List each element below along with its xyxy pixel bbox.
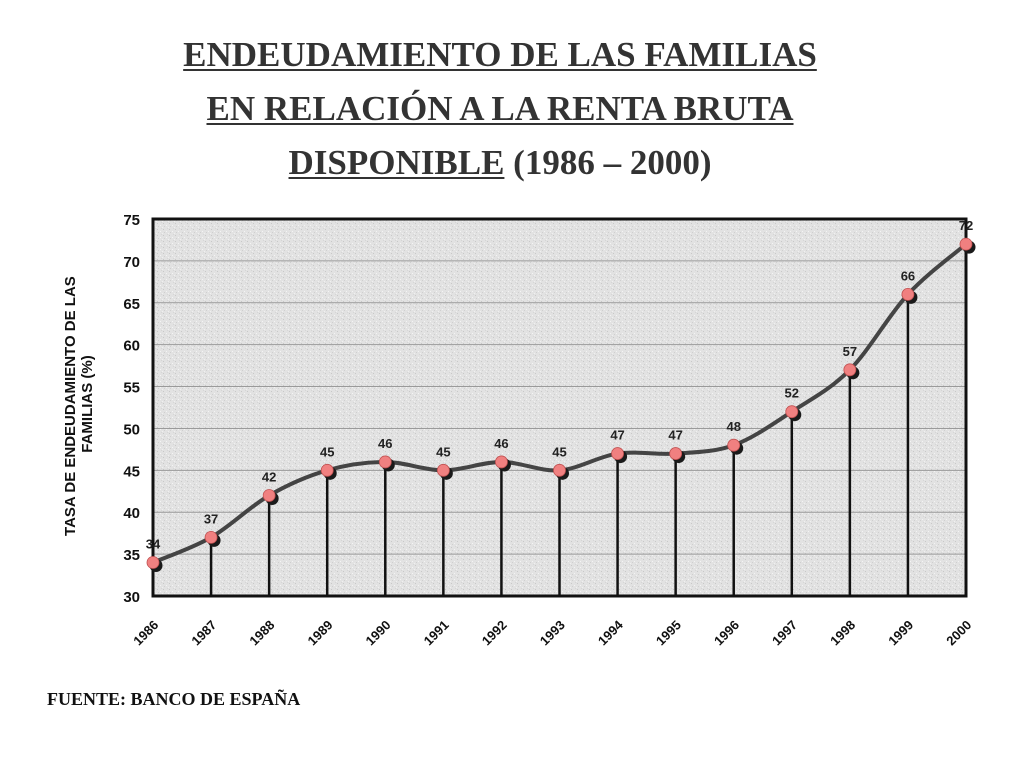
x-tick-label: 2000 [943, 617, 974, 648]
data-point [320, 463, 337, 480]
data-label: 34 [146, 536, 161, 551]
title-line-2: EN RELACIÓN A LA RENTA BRUTA [206, 89, 794, 128]
data-label: 47 [668, 428, 682, 443]
data-point [204, 530, 221, 547]
data-point-marker [204, 530, 218, 544]
data-point [669, 447, 686, 464]
data-point-marker [378, 455, 392, 469]
y-tick-label: 75 [123, 212, 140, 229]
data-point [553, 463, 569, 480]
data-point [785, 405, 802, 422]
x-tick-label: 1998 [827, 617, 858, 648]
data-point-marker [669, 447, 683, 460]
x-tick-label: 1992 [479, 617, 510, 648]
y-tick-label: 55 [123, 380, 140, 397]
x-tick-label: 1999 [885, 617, 916, 648]
data-point [436, 463, 453, 480]
data-label: 72 [959, 218, 973, 233]
y-tick-label: 30 [123, 589, 140, 606]
data-point-marker [262, 489, 276, 502]
y-tick-label: 40 [123, 505, 140, 522]
data-label: 48 [726, 419, 740, 434]
data-markers [146, 237, 976, 572]
data-point [611, 447, 628, 464]
y-tick-label: 50 [123, 421, 140, 438]
x-tick-label: 1990 [363, 617, 394, 648]
data-label: 52 [785, 386, 799, 401]
data-point [959, 237, 976, 254]
data-label: 46 [378, 436, 392, 451]
title-line-1: ENDEUDAMIENTO DE LAS FAMILIAS [183, 35, 817, 74]
x-tick-label: 1995 [653, 617, 684, 648]
y-tick-label: 60 [123, 338, 140, 355]
data-label: 42 [262, 469, 276, 484]
x-tick-label: 1987 [188, 617, 219, 648]
data-point [495, 455, 511, 472]
y-tick-label: 70 [123, 254, 140, 271]
y-axis-label-line-1: TASA DE ENDEUDAMIENTO DE LAS [62, 276, 79, 536]
y-axis-label: TASA DE ENDEUDAMIENTO DE LAS FAMILIAS (%… [62, 272, 96, 536]
data-point-marker [959, 237, 973, 251]
data-point [146, 556, 163, 572]
x-tick-label: 1988 [246, 617, 277, 648]
data-point-marker [785, 405, 799, 419]
x-tick-label: 1996 [711, 617, 742, 648]
data-labels: 34 37 42 45 46 45 46 45 47 47 48 52 57 66 72 [146, 218, 973, 551]
data-point-marker [146, 556, 160, 569]
data-label: 45 [320, 444, 334, 459]
y-tick-label: 35 [123, 547, 140, 564]
data-label: 45 [552, 444, 566, 459]
x-tick-label: 1994 [595, 617, 627, 649]
data-point-marker [320, 463, 334, 477]
x-tick-label: 1993 [537, 617, 568, 648]
data-point-marker [495, 455, 508, 469]
line-chart: 34 37 42 45 46 45 46 45 47 47 48 52 57 66 72 30 35 40 45 5… [62, 212, 976, 649]
x-tick-label: 1989 [305, 617, 336, 648]
data-label: 46 [494, 436, 508, 451]
data-point-marker [843, 363, 857, 377]
y-tick-labels: 30 35 40 45 50 55 60 65 70 75 [123, 212, 140, 606]
data-point [727, 438, 744, 455]
title-line-3: DISPONIBLE (1986 – 2000) [0, 136, 1000, 190]
data-point [843, 363, 860, 380]
chart-title: ENDEUDAMIENTO DE LAS FAMILIAS EN RELACIÓ… [0, 28, 1000, 190]
y-tick-label: 65 [123, 296, 140, 313]
data-label: 66 [901, 268, 915, 283]
drop-lines [209, 294, 910, 596]
data-point-marker [901, 287, 915, 301]
data-point [262, 489, 279, 505]
data-point-marker [553, 463, 566, 477]
title-line-3-underlined: DISPONIBLE [288, 143, 505, 182]
data-point-marker [436, 463, 450, 477]
data-label: 47 [610, 428, 624, 443]
x-tick-label: 1991 [421, 617, 452, 648]
source-note: FUENTE: BANCO DE ESPAÑA [47, 689, 301, 709]
x-tick-label: 1997 [769, 617, 800, 648]
data-point-marker [727, 438, 741, 452]
data-label: 45 [436, 444, 450, 459]
data-label: 57 [843, 344, 857, 359]
plot-frame [151, 217, 968, 598]
x-tick-labels: 1986 1987 1988 1989 1990 1991 1992 1993 1994 1995… [130, 617, 974, 649]
data-point [901, 287, 918, 304]
x-tick-label: 1986 [130, 617, 161, 648]
data-point-marker [611, 447, 624, 460]
title-line-3-rest: (1986 – 2000) [504, 143, 712, 182]
y-axis-label-line-2: FAMILIAS (%) [79, 355, 96, 453]
y-tick-label: 45 [123, 463, 140, 480]
data-point [378, 455, 395, 472]
data-label: 37 [204, 511, 218, 526]
